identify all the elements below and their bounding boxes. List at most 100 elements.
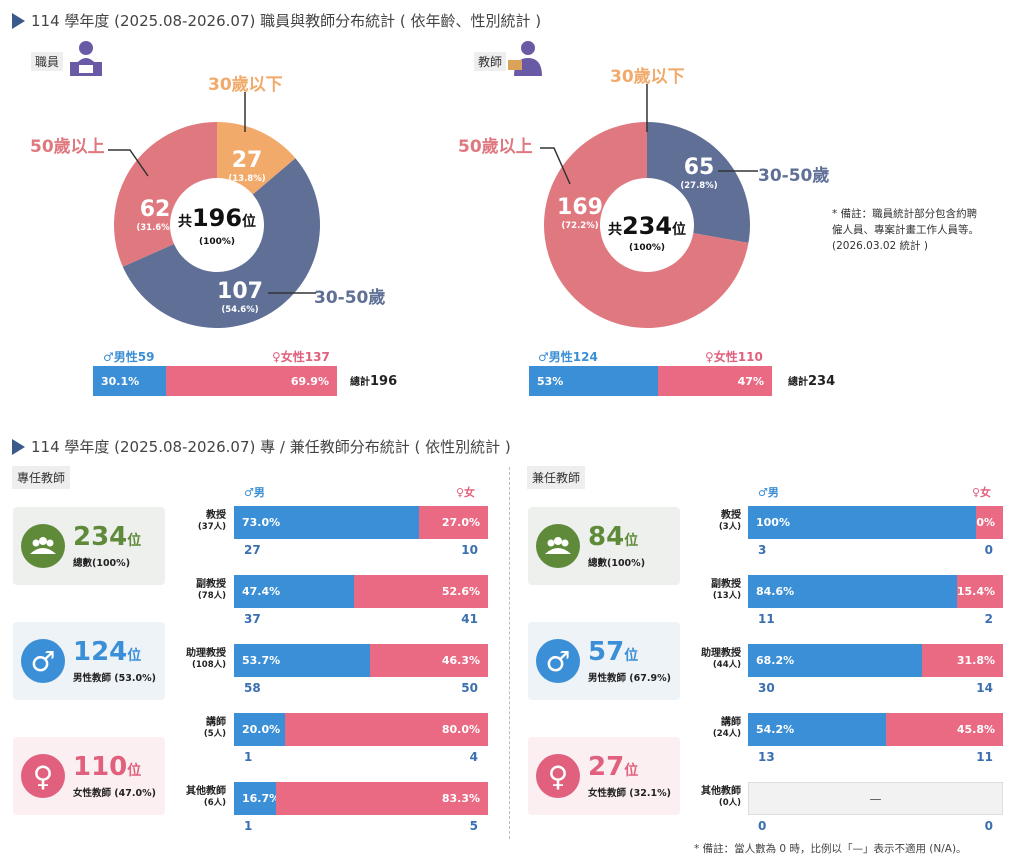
fulltime-count-male: 58 xyxy=(244,681,261,695)
teacher-slice-value-1: 65 xyxy=(684,155,715,180)
parttime-total-card: 84位 總數(100%) xyxy=(528,507,680,585)
fulltime-female-card: ♀ 110位 女性教師 (47.0%) xyxy=(13,737,165,815)
parttime-rank-label: 其他教師 (0人) xyxy=(701,786,741,808)
fulltime-female-header: ♀女 xyxy=(456,486,476,499)
staff-slice-value-0: 27 xyxy=(232,148,263,173)
fulltime-male-card: ♂ 124位 男性教師 (53.0%) xyxy=(13,622,165,700)
fulltime-total-sub: 總數(100%) xyxy=(73,558,131,569)
staff-slice-pct-1: (54.6%) xyxy=(221,305,258,315)
parttime-bar: 84.6% 15.4% xyxy=(748,575,1003,608)
parttime-total-num: 84 xyxy=(588,522,625,552)
parttime-male-sub: 男性教師 (67.9%) xyxy=(588,673,671,684)
parttime-count-female: 0 xyxy=(984,819,993,833)
fulltime-bar-male: 47.4% xyxy=(234,575,355,608)
fulltime-rank-label: 副教授 (78人) xyxy=(196,579,226,601)
teacher-callout-over50: 50歲以上 xyxy=(458,137,533,157)
teacher-callout-over50-line xyxy=(540,147,571,185)
fulltime-bar: 47.4% 52.6% xyxy=(234,575,488,608)
fulltime-bar: 16.7% 83.3% xyxy=(234,782,488,815)
fulltime-bar-male: 16.7% xyxy=(234,782,280,815)
fulltime-rank-label: 助理教授 (108人) xyxy=(186,648,226,670)
parttime-count-female: 11 xyxy=(976,750,993,764)
parttime-bar-female: 15.4% xyxy=(956,575,1003,608)
fulltime-bar-female: 83.3% xyxy=(276,782,488,815)
teacher-donut-chart: 0(0%)65(27.8%)169(72.2%) 共234位 (100%) xyxy=(544,122,750,328)
triangle-icon xyxy=(12,438,25,455)
fulltime-count-female: 50 xyxy=(461,681,478,695)
fulltime-bar-female: 27.0% xyxy=(419,506,488,539)
teacher-callout-30-50: 30-50歲 xyxy=(758,166,830,186)
parttime-bar-female: 45.8% xyxy=(886,713,1003,746)
teacher-total-pct: (100%) xyxy=(629,243,665,253)
fulltime-count-male: 27 xyxy=(244,543,261,557)
fulltime-count-female: 4 xyxy=(469,750,478,764)
staff-callout-30-50-line xyxy=(268,292,316,294)
fulltime-rank-label: 教授 (37人) xyxy=(197,510,226,532)
fulltime-bar-male: 53.7% xyxy=(234,644,371,677)
parttime-male-num: 57 xyxy=(588,637,625,667)
staff-total-prefix: 共 xyxy=(178,213,192,230)
fulltime-male-sub: 男性教師 (53.0%) xyxy=(73,673,156,684)
staff-male-label: ♂男性59 xyxy=(103,350,155,364)
parttime-rank-label: 助理教授 (44人) xyxy=(701,648,741,670)
parttime-bar-male: 84.6% xyxy=(748,575,957,608)
fulltime-count-female: 41 xyxy=(461,612,478,626)
teacher-gender-bar: 53% 47% xyxy=(529,366,772,396)
fulltime-bar-female: 80.0% xyxy=(284,713,488,746)
triangle-icon xyxy=(12,12,25,29)
staff-callout-over50: 50歲以上 xyxy=(30,137,105,157)
staff-callout-30-50: 30-50歲 xyxy=(314,288,386,308)
parttime-tab: 兼任教師 xyxy=(527,466,586,489)
parttime-bar-na: — xyxy=(748,782,1003,815)
fulltime-bar-male: 20.0% xyxy=(234,713,285,746)
teacher-slice-pct-2: (72.2%) xyxy=(561,221,598,231)
bottom-note: * 備註：當人數為 0 時，比例以「—」表示不適用 (N/A)。 xyxy=(694,843,967,855)
parttime-female-sub: 女性教師 (32.1%) xyxy=(588,788,671,799)
fulltime-bar: 73.0% 27.0% xyxy=(234,506,488,539)
parttime-bar-female: 0% xyxy=(976,506,1003,539)
fulltime-male-num: 124 xyxy=(73,637,128,667)
parttime-count-female: 0 xyxy=(984,543,993,557)
fulltime-rank-label: 講師 (5人) xyxy=(203,717,226,739)
parttime-female-header: ♀女 xyxy=(972,486,992,499)
teacher-total: 共234位 xyxy=(608,212,686,240)
parttime-bar: 54.2% 45.8% xyxy=(748,713,1003,746)
staff-slice-2 xyxy=(113,122,217,267)
parttime-bar-male: 100% xyxy=(748,506,977,539)
teacher-callout-under30-line xyxy=(646,84,648,132)
fulltime-tab: 專任教師 xyxy=(12,466,71,489)
male-icon: ♂ xyxy=(536,639,580,683)
teacher-label: 教師 xyxy=(474,52,507,71)
fulltime-count-female: 5 xyxy=(469,819,478,833)
teacher-female-segment: 47% xyxy=(657,366,772,396)
teacher-grand-total: 總計234 xyxy=(788,374,836,389)
fulltime-female-num: 110 xyxy=(73,752,128,782)
parttime-total-sub: 總數(100%) xyxy=(588,558,646,569)
staff-total-pct: (100%) xyxy=(199,237,235,247)
teacher-icon xyxy=(508,41,542,76)
parttime-count-female: 2 xyxy=(984,612,993,626)
fulltime-bar-male: 73.0% xyxy=(234,506,420,539)
fulltime-female-sub: 女性教師 (47.0%) xyxy=(73,788,156,799)
staff-slice-value-2: 62 xyxy=(140,197,171,222)
staff-label: 職員 xyxy=(31,52,64,71)
parttime-male-header: ♂男 xyxy=(758,486,779,499)
staff-slice-0 xyxy=(217,122,296,195)
teacher-male-label: ♂男性124 xyxy=(538,350,598,364)
parttime-count-male: 30 xyxy=(758,681,775,695)
teacher-callout-under30: 30歲以下 xyxy=(610,67,685,87)
teacher-male-segment: 53% xyxy=(529,366,658,396)
staff-total-unit: 位 xyxy=(242,213,256,230)
teacher-total-num: 234 xyxy=(622,212,672,240)
teacher-female-label: ♀女性110 xyxy=(705,350,763,364)
fulltime-count-female: 10 xyxy=(461,543,478,557)
staff-male-segment: 30.1% xyxy=(93,366,167,396)
parttime-count-male: 0 xyxy=(758,819,767,833)
parttime-count-male: 13 xyxy=(758,750,775,764)
female-icon: ♀ xyxy=(21,754,65,798)
parttime-male-card: ♂ 57位 男性教師 (67.9%) xyxy=(528,622,680,700)
staff-callout-under30-line xyxy=(244,92,246,132)
parttime-female-num: 27 xyxy=(588,752,625,782)
fulltime-bar-female: 52.6% xyxy=(354,575,488,608)
staff-donut-chart: 27(13.8%) 107(54.6%) 62(31.6%) 共196位 (100%… xyxy=(113,122,321,328)
